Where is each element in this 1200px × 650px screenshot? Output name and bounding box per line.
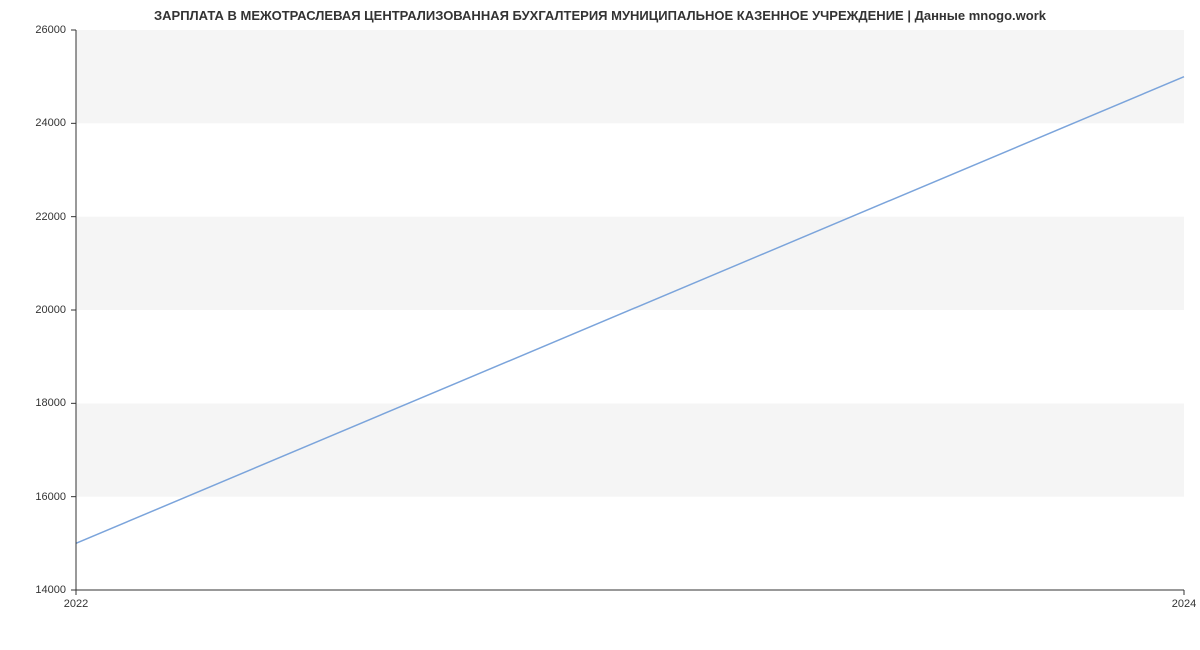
x-tick-label: 2022: [64, 598, 88, 610]
plot-area: [76, 30, 1184, 590]
x-tick-label: 2024: [1172, 598, 1196, 610]
y-tick-label: 16000: [0, 491, 66, 503]
chart-title: ЗАРПЛАТА В МЕЖОТРАСЛЕВАЯ ЦЕНТРАЛИЗОВАННА…: [0, 8, 1200, 23]
y-tick-label: 22000: [0, 211, 66, 223]
y-tick-label: 18000: [0, 397, 66, 409]
y-tick-label: 14000: [0, 584, 66, 596]
salary-chart: ЗАРПЛАТА В МЕЖОТРАСЛЕВАЯ ЦЕНТРАЛИЗОВАННА…: [0, 0, 1200, 650]
y-tick-label: 24000: [0, 117, 66, 129]
y-tick-label: 20000: [0, 304, 66, 316]
y-tick-label: 26000: [0, 24, 66, 36]
